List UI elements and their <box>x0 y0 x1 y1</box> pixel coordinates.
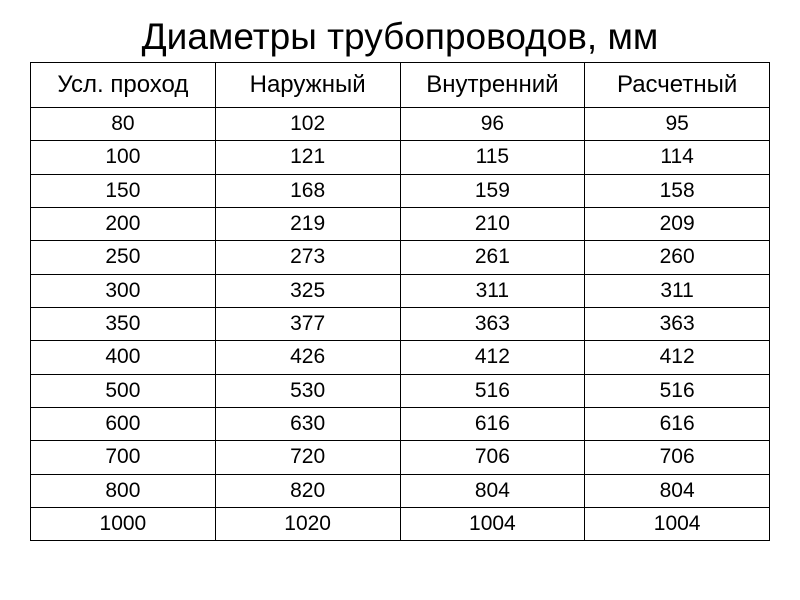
table-row: 1000 1020 1004 1004 <box>31 508 770 541</box>
table-row: 400 426 412 412 <box>31 341 770 374</box>
table-cell: 720 <box>215 441 400 474</box>
table-cell: 616 <box>400 408 585 441</box>
table-cell: 630 <box>215 408 400 441</box>
table-cell: 412 <box>400 341 585 374</box>
table-cell: 95 <box>585 108 770 141</box>
table-cell: 121 <box>215 141 400 174</box>
table-cell: 1004 <box>400 508 585 541</box>
table-row: 300 325 311 311 <box>31 274 770 307</box>
table-cell: 363 <box>585 308 770 341</box>
table-cell: 210 <box>400 208 585 241</box>
table-cell: 700 <box>31 441 216 474</box>
table-cell: 115 <box>400 141 585 174</box>
table-cell: 80 <box>31 108 216 141</box>
table-cell: 1000 <box>31 508 216 541</box>
table-cell: 311 <box>585 274 770 307</box>
page-title: Диаметры трубопроводов, мм <box>30 16 770 58</box>
table-cell: 260 <box>585 241 770 274</box>
table-cell: 516 <box>585 374 770 407</box>
table-cell: 1020 <box>215 508 400 541</box>
table-cell: 412 <box>585 341 770 374</box>
table-cell: 311 <box>400 274 585 307</box>
table-row: 500 530 516 516 <box>31 374 770 407</box>
table-cell: 300 <box>31 274 216 307</box>
table-row: 100 121 115 114 <box>31 141 770 174</box>
table-cell: 168 <box>215 174 400 207</box>
table-cell: 706 <box>400 441 585 474</box>
table-cell: 159 <box>400 174 585 207</box>
table-cell: 114 <box>585 141 770 174</box>
table-cell: 1004 <box>585 508 770 541</box>
table-cell: 616 <box>585 408 770 441</box>
table-cell: 516 <box>400 374 585 407</box>
table-row: 350 377 363 363 <box>31 308 770 341</box>
table-cell: 350 <box>31 308 216 341</box>
table-row: 150 168 159 158 <box>31 174 770 207</box>
table-cell: 150 <box>31 174 216 207</box>
table-cell: 500 <box>31 374 216 407</box>
table-cell: 261 <box>400 241 585 274</box>
table-row: 200 219 210 209 <box>31 208 770 241</box>
table-cell: 530 <box>215 374 400 407</box>
table-body: 80 102 96 95 100 121 115 114 150 168 159… <box>31 108 770 541</box>
table-cell: 100 <box>31 141 216 174</box>
column-header: Наружный <box>215 63 400 108</box>
table-cell: 219 <box>215 208 400 241</box>
table-header-row: Усл. проход Наружный Внутренний Расчетны… <box>31 63 770 108</box>
table-row: 250 273 261 260 <box>31 241 770 274</box>
table-cell: 209 <box>585 208 770 241</box>
table-cell: 325 <box>215 274 400 307</box>
page-container: Диаметры трубопроводов, мм Усл. проход Н… <box>0 0 800 557</box>
table-row: 80 102 96 95 <box>31 108 770 141</box>
table-header: Усл. проход Наружный Внутренний Расчетны… <box>31 63 770 108</box>
column-header: Усл. проход <box>31 63 216 108</box>
table-cell: 820 <box>215 474 400 507</box>
table-cell: 250 <box>31 241 216 274</box>
table-cell: 706 <box>585 441 770 474</box>
table-row: 600 630 616 616 <box>31 408 770 441</box>
table-cell: 158 <box>585 174 770 207</box>
table-row: 800 820 804 804 <box>31 474 770 507</box>
pipe-diameter-table: Усл. проход Наружный Внутренний Расчетны… <box>30 62 770 541</box>
table-cell: 102 <box>215 108 400 141</box>
table-cell: 804 <box>585 474 770 507</box>
column-header: Внутренний <box>400 63 585 108</box>
table-cell: 200 <box>31 208 216 241</box>
table-cell: 400 <box>31 341 216 374</box>
column-header: Расчетный <box>585 63 770 108</box>
table-cell: 363 <box>400 308 585 341</box>
table-row: 700 720 706 706 <box>31 441 770 474</box>
table-cell: 96 <box>400 108 585 141</box>
table-cell: 800 <box>31 474 216 507</box>
table-cell: 600 <box>31 408 216 441</box>
table-cell: 426 <box>215 341 400 374</box>
table-cell: 273 <box>215 241 400 274</box>
table-cell: 377 <box>215 308 400 341</box>
table-cell: 804 <box>400 474 585 507</box>
